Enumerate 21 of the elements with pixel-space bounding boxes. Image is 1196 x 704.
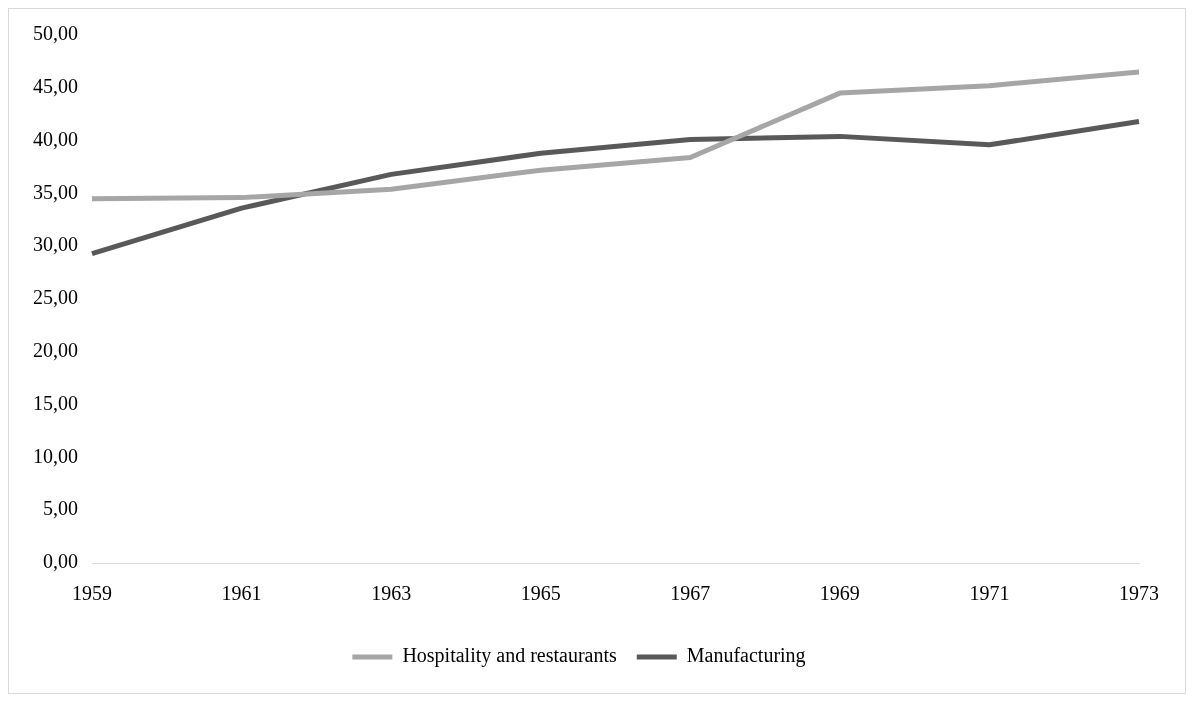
x-tick-label: 1963 — [371, 582, 412, 605]
x-tick-label: 1965 — [520, 582, 561, 605]
y-tick-label: 15,00 — [33, 391, 78, 414]
x-tick-label: 1961 — [221, 582, 262, 605]
y-tick-label: 20,00 — [33, 339, 78, 362]
y-tick-label: 5,00 — [43, 497, 78, 520]
y-tick-label: 30,00 — [33, 233, 78, 256]
y-tick-label: 45,00 — [33, 75, 78, 98]
x-tick-label: 1969 — [819, 582, 860, 605]
y-tick-label: 35,00 — [33, 180, 78, 203]
y-tick-label: 10,00 — [33, 444, 78, 467]
legend-label: Manufacturing — [686, 644, 806, 668]
legend-label: Hospitality and restaurants — [402, 644, 617, 668]
x-tick-label: 1971 — [969, 582, 1010, 605]
x-tick-label: 1967 — [670, 582, 711, 605]
x-tick-label: 1959 — [72, 582, 112, 605]
y-tick-label: 25,00 — [33, 286, 78, 309]
y-tick-label: 0,00 — [43, 550, 78, 573]
y-tick-label: 50,00 — [33, 22, 78, 45]
x-tick-label: 1973 — [1119, 582, 1159, 605]
y-tick-label: 40,00 — [33, 127, 78, 150]
